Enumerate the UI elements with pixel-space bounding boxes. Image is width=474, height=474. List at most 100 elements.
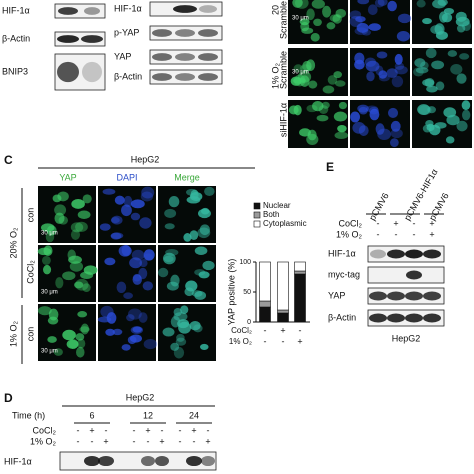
condition-value: + — [191, 425, 196, 435]
cell — [439, 11, 448, 23]
cell — [97, 316, 112, 323]
cell — [67, 249, 76, 261]
condition-value: + — [103, 436, 108, 446]
cell — [55, 277, 64, 289]
bar-segment — [259, 261, 271, 302]
condition-value: - — [161, 425, 164, 435]
cell — [327, 75, 338, 85]
cell — [447, 50, 458, 57]
cell — [394, 65, 408, 75]
cell — [110, 232, 122, 240]
cell — [132, 326, 143, 333]
cell — [143, 338, 158, 350]
cell — [414, 58, 426, 68]
cell — [321, 101, 330, 109]
cell — [130, 212, 141, 221]
cell — [178, 321, 192, 334]
band — [198, 73, 218, 81]
cell — [70, 229, 81, 240]
row-label: 20 — [270, 5, 280, 15]
cell — [73, 281, 84, 289]
cell — [390, 138, 399, 148]
cell — [368, 23, 381, 31]
condition-value: + — [429, 229, 434, 239]
cell — [121, 344, 131, 351]
cell — [43, 264, 52, 275]
blot-label: HIF-1α — [2, 5, 30, 15]
blot-label: HIF-1α — [114, 3, 142, 13]
cell — [162, 252, 176, 265]
cell — [357, 104, 369, 113]
band — [199, 5, 217, 13]
cell — [326, 22, 336, 30]
cell — [82, 283, 91, 293]
cell — [357, 0, 370, 5]
cell — [199, 224, 211, 236]
cell — [366, 71, 375, 82]
band — [186, 455, 202, 467]
cell — [427, 106, 437, 114]
cell — [131, 249, 145, 261]
cell — [75, 333, 85, 341]
cell — [333, 71, 342, 79]
condition-value: - — [413, 229, 416, 239]
condition-value: + — [280, 325, 285, 335]
row-label: 1% O₂ — [270, 62, 280, 89]
cell — [164, 208, 177, 218]
cell — [292, 0, 303, 8]
cell — [176, 333, 185, 342]
bar-segment — [277, 312, 289, 323]
cell — [422, 79, 435, 87]
cell — [77, 311, 88, 318]
cell — [130, 199, 145, 209]
cell — [132, 274, 142, 285]
cell — [333, 111, 348, 122]
cell — [183, 233, 192, 242]
band — [406, 270, 422, 280]
cell — [186, 196, 201, 204]
cell — [426, 123, 435, 132]
cell — [387, 107, 399, 119]
cell — [456, 120, 468, 132]
cell — [354, 59, 365, 70]
condition-label: CoCl₂ — [231, 326, 252, 335]
cell — [374, 0, 385, 8]
condition-value: - — [105, 425, 108, 435]
condition-value: + — [205, 436, 210, 446]
condition-value: + — [159, 436, 164, 446]
cell — [375, 65, 384, 76]
cell — [194, 246, 208, 255]
cell — [162, 327, 175, 337]
row-label: con — [25, 208, 35, 223]
cell — [391, 75, 404, 88]
cell — [293, 64, 303, 73]
condition-label: 1% O₂ — [336, 229, 363, 239]
condition-value: - — [179, 425, 182, 435]
cell — [377, 0, 388, 6]
cell — [121, 204, 132, 217]
condition-value: - — [147, 436, 150, 446]
cell — [54, 204, 67, 216]
band — [152, 73, 172, 81]
cell — [62, 329, 76, 341]
cell — [105, 328, 115, 336]
cell — [387, 0, 397, 12]
y-tick-label: 100 — [239, 259, 251, 266]
condition-value: - — [179, 436, 182, 446]
cell — [123, 195, 133, 208]
cell — [459, 53, 470, 60]
cell — [396, 30, 410, 42]
panel-letter: D — [4, 391, 13, 405]
cell — [139, 259, 148, 268]
row-label: siHIF-1α — [278, 103, 288, 137]
cell — [164, 223, 175, 230]
scale-bar: 30 μm — [292, 70, 309, 76]
cell — [158, 267, 169, 278]
blot-label: BNIP3 — [2, 66, 28, 76]
cell — [138, 267, 148, 280]
cell — [129, 334, 142, 343]
band — [57, 61, 79, 83]
cell — [299, 18, 310, 26]
cell — [99, 223, 111, 231]
